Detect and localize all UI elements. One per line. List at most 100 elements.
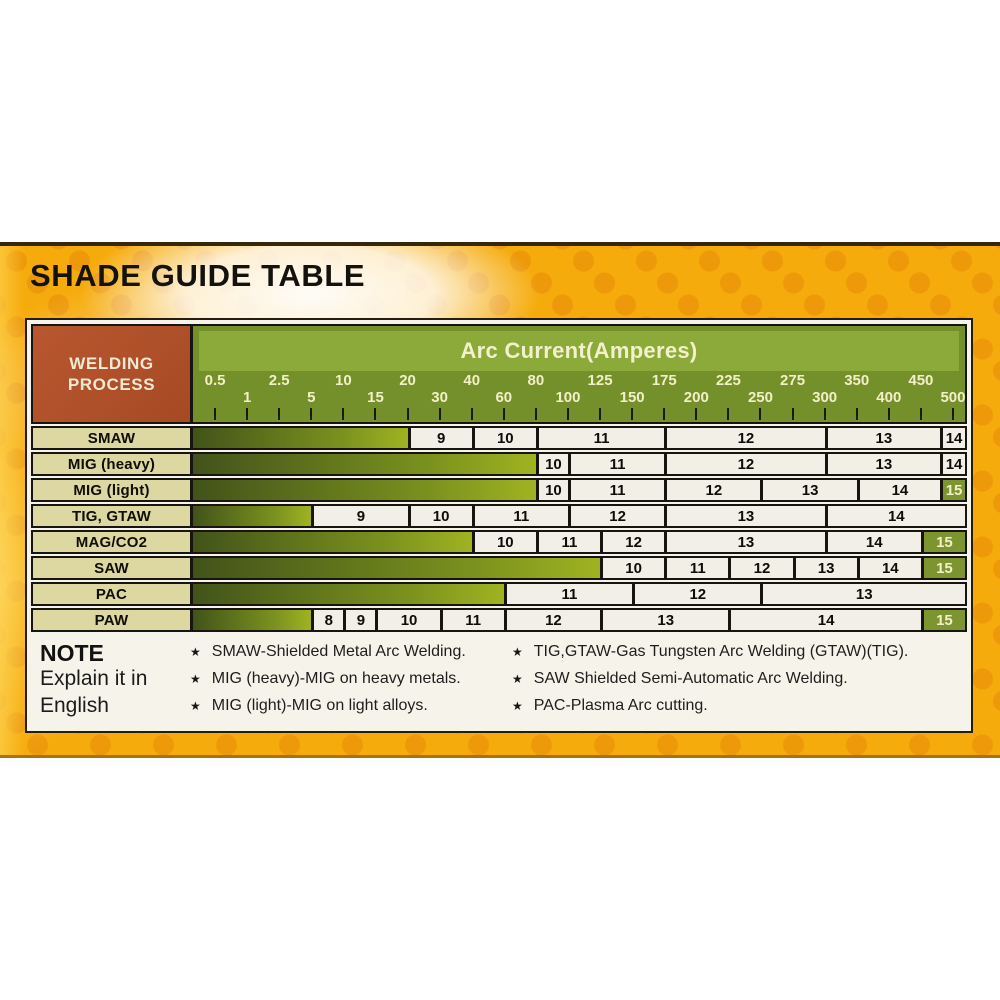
tick-label: 15 [367,389,384,406]
shade-cell-10: 10 [471,428,536,448]
process-label: TIG, GTAW [33,506,193,526]
tick-mark [599,408,602,420]
amperage-scale: Arc Current(Amperes) 0.5 1 2.5 5 10 15 20 30 40 6… [193,326,965,422]
shade-cell-13: 13 [760,480,857,500]
shade-cell-9: 9 [407,428,472,448]
tick-label: 250 [747,389,773,406]
shade-cell-14: 14 [856,558,921,578]
shade-cell-11: 11 [471,506,568,526]
tick-label: 60 [495,389,513,406]
note-item: ★ PAC-Plasma Arc cutting. [512,697,908,714]
note-subtitle-line1: Explain it in [40,667,148,690]
tick-mark [951,408,954,420]
tick-label: 20 [399,372,416,389]
tick-label: 10 [335,372,352,389]
tick-mark [342,408,345,420]
no-shade-bar [193,428,408,448]
star-icon: ★ [512,698,523,713]
note-text: MIG (heavy)-MIG on heavy metals. [211,669,461,687]
shade-bar-area: 10 11 12 13 14 15 [193,480,965,500]
tick-mark [470,408,473,420]
tick-mark [919,408,922,420]
tick-label: 350 [844,372,870,389]
shade-cell-9: 9 [343,610,376,630]
tick-label: 450 [908,372,934,389]
process-row-mag-co2: MAG/CO2 10 11 12 13 14 15 [31,530,967,554]
tick-label: 1 [242,389,252,406]
shade-cell-10: 10 [600,558,665,578]
shade-cell-12: 12 [503,610,601,630]
no-shade-bar [193,454,536,474]
tick-label: 2.5 [268,372,290,389]
tick-mark [695,408,698,420]
shade-cell-13: 13 [824,454,941,474]
tick-mark [374,408,377,420]
shade-cell-11: 11 [535,428,665,448]
shade-bar-area: 10 11 12 13 14 15 [193,558,965,578]
shade-cell-13: 13 [760,584,965,604]
process-label: PAW [33,610,193,630]
tick-label: 225 [715,372,741,389]
process-row-saw: SAW 10 11 12 13 14 15 [31,556,967,580]
shade-table-card: WELDING PROCESS Arc Current(Amperes) 0.5… [25,318,973,733]
tick-mark [534,408,537,420]
tick-mark [214,408,217,420]
arc-current-header: Arc Current(Amperes) [199,331,959,371]
shade-bar-area: 11 12 13 [193,584,965,604]
tick-mark [663,408,666,420]
shade-cell-12: 12 [664,480,761,500]
shade-cell-11: 11 [567,480,665,500]
shade-cell-15: 15 [920,558,965,578]
tick-label: 5 [307,389,316,406]
shade-cell-12: 12 [664,428,825,448]
note-item: ★ TIG,GTAW-Gas Tungsten Arc Welding (GTAW… [512,643,908,660]
process-row-tig-gtaw: TIG, GTAW 9 10 11 12 13 14 [31,504,967,528]
note-item: ★ SAW Shielded Semi-Automatic Arc Welding… [512,670,908,687]
shade-bar-area: 9 10 11 12 13 14 [193,506,965,526]
tick-label: 400 [876,389,902,406]
shade-cell-12: 12 [664,454,825,474]
shade-cell-13: 13 [824,428,941,448]
tick-label: 100 [555,389,581,406]
welding-process-header: WELDING PROCESS [33,326,193,422]
welding-process-header-line2: PROCESS [67,375,156,394]
tick-label: 30 [431,389,448,406]
note-item: ★ MIG (heavy)-MIG on heavy metals. [190,670,466,687]
process-row-paw: PAW 8 9 10 11 12 13 14 15 [31,608,967,632]
tick-label: 300 [812,389,838,406]
star-icon: ★ [512,644,523,659]
process-label: SAW [33,558,193,578]
shade-cell-11: 11 [535,532,601,552]
tick-mark [631,408,634,420]
shade-cell-8: 8 [311,610,344,630]
shade-cell-10: 10 [535,454,568,474]
note-text: SMAW-Shielded Metal Arc Welding. [211,642,466,660]
shade-cell-15: 15 [920,610,965,630]
tick-label: 500 [940,389,966,406]
star-icon: ★ [190,698,201,713]
no-shade-bar [193,480,536,500]
tick-label: 200 [683,389,709,406]
shade-bar-area: 9 10 11 12 13 14 [193,428,965,448]
note-subtitle-line2: English [40,694,109,717]
shade-cell-13: 13 [664,506,825,526]
tick-mark [727,408,730,420]
note-text: MIG (light)-MIG on light alloys. [211,696,428,714]
shade-cell-10: 10 [375,610,440,630]
shade-cell-15: 15 [940,480,965,500]
process-label: PAC [33,584,193,604]
note-item: ★ SMAW-Shielded Metal Arc Welding. [190,643,466,660]
process-row-mig-light-: MIG (light) 10 11 12 13 14 15 [31,478,967,502]
shade-cell-12: 12 [728,558,793,578]
process-row-pac: PAC 11 12 13 [31,582,967,606]
tick-mark [438,408,441,420]
shade-cell-13: 13 [792,558,857,578]
tick-label: 150 [619,389,645,406]
tick-mark [759,408,762,420]
table-header: WELDING PROCESS Arc Current(Amperes) 0.5… [31,324,967,424]
tick-mark [406,408,409,420]
shade-cell-14: 14 [824,532,921,552]
shade-cell-11: 11 [439,610,504,630]
star-icon: ★ [512,671,523,686]
